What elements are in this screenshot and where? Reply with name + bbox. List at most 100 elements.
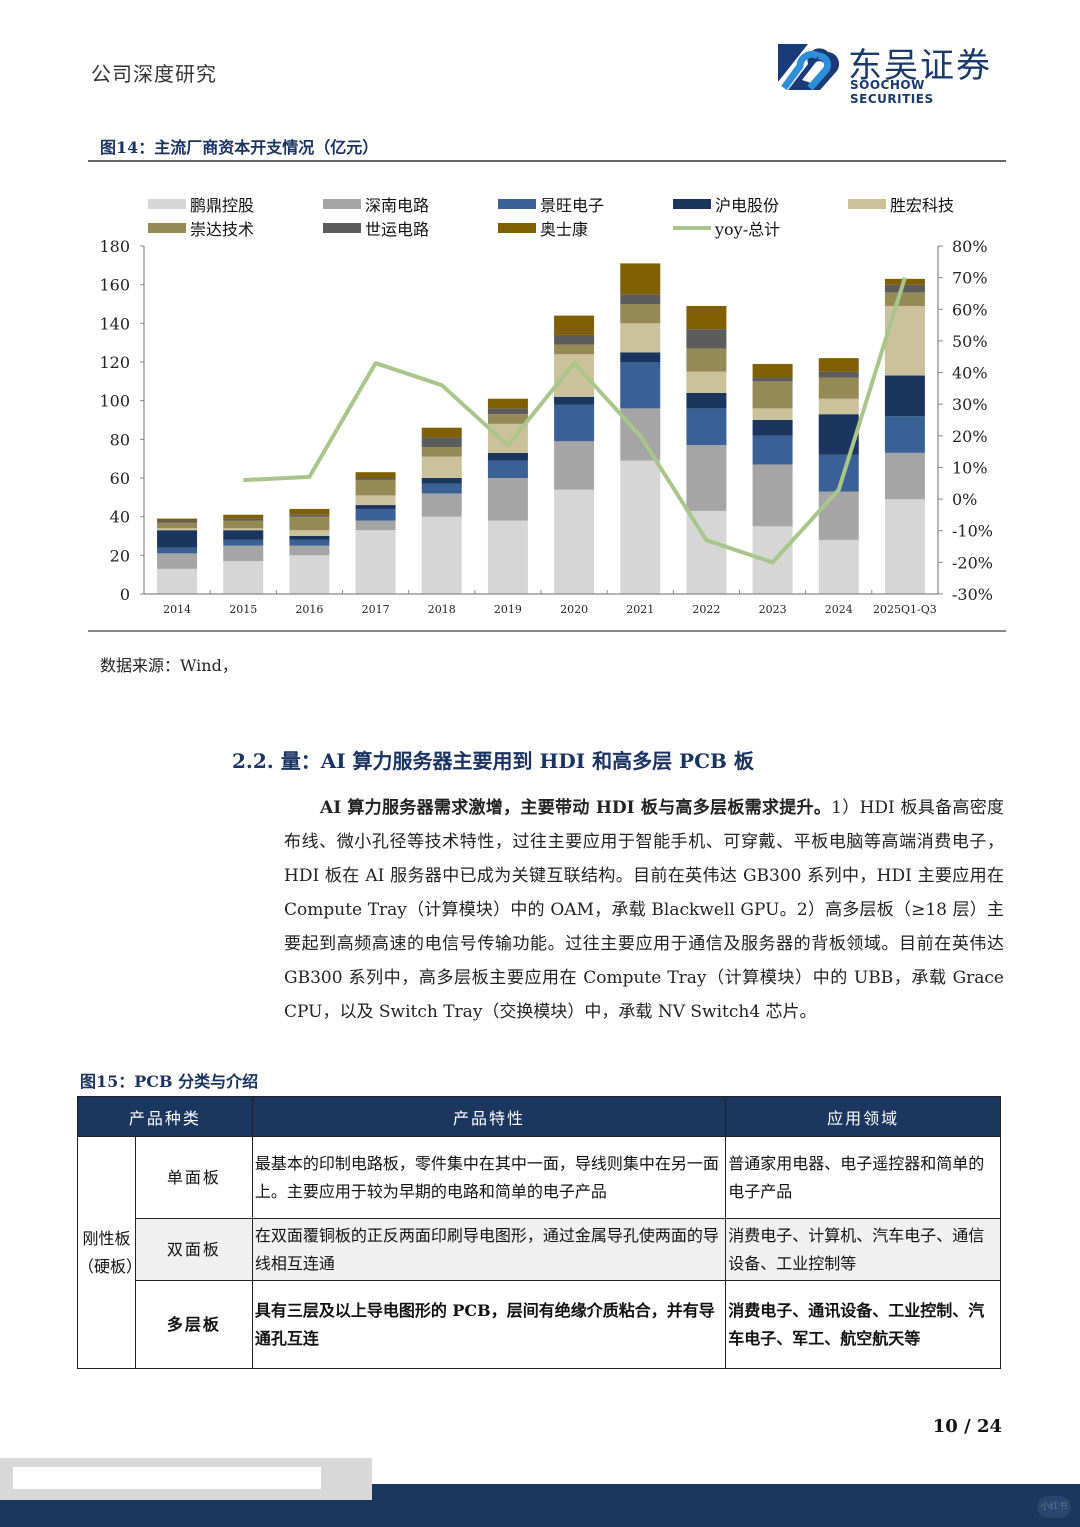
bar-segment <box>620 304 661 324</box>
bar-segment <box>686 348 727 372</box>
bar-segment <box>620 323 661 353</box>
page-number: 10 / 24 <box>932 1416 1002 1437</box>
bar-segment <box>487 478 528 521</box>
bar-segment <box>686 329 727 349</box>
y2-tick-label: 20% <box>952 427 988 446</box>
bar-segment <box>157 530 198 548</box>
bar-segment <box>884 416 925 453</box>
bar-segment <box>884 375 925 417</box>
bar-segment <box>620 352 661 362</box>
legend-item: 沪电股份 <box>673 192 779 216</box>
y2-tick-label: 60% <box>952 300 988 319</box>
bar-segment <box>818 377 859 399</box>
legend-item: 胜宏科技 <box>848 192 954 216</box>
legend-item: 鹏鼎控股 <box>148 192 254 216</box>
table-row: 双面板 在双面覆铜板的正反两面印刷导电图形，通过金属导孔使两面的导线相互连通 消… <box>78 1218 1001 1281</box>
bar-segment <box>289 514 330 517</box>
header-product-feature: 产品特性 <box>251 1096 727 1137</box>
bar-segment <box>157 568 198 594</box>
bar-segment <box>620 263 661 295</box>
legend-label: 世运电路 <box>365 220 430 239</box>
product-type-cell: 双面板 <box>134 1218 253 1281</box>
y2-tick-label: 80% <box>952 237 988 256</box>
bar-segment <box>554 441 595 490</box>
legend-label: 景旺电子 <box>540 196 605 215</box>
x-tick-label: 2016 <box>295 603 323 616</box>
bar-segment <box>752 408 793 420</box>
bar-segment <box>421 427 462 438</box>
bar-segment <box>223 514 264 519</box>
bar-segment <box>554 489 595 594</box>
legend-label: 胜宏科技 <box>890 196 955 215</box>
bar-segment <box>884 284 925 293</box>
bar-segment <box>223 545 264 562</box>
legend-color-swatch <box>498 199 536 209</box>
bar-segment <box>355 472 396 478</box>
legend-label: 沪电股份 <box>715 196 780 215</box>
bar-segment <box>421 478 462 484</box>
paragraph-body: 1）HDI 板具备高密度布线、微小孔径等技术特性，过往主要应用于智能手机、可穿戴… <box>284 798 1004 1022</box>
soochow-logo: 东吴证券 SOOCHOW SECURITIES <box>778 42 1003 106</box>
bar-segment <box>157 522 198 529</box>
y-tick-label: 120 <box>99 353 130 372</box>
bar-segment <box>157 553 198 569</box>
bar-segment <box>818 358 859 372</box>
bar-segment <box>421 437 462 448</box>
bar-segment <box>157 520 198 523</box>
footer-white-bar <box>13 1467 321 1489</box>
legend-color-swatch <box>323 199 361 209</box>
legend-item: 深南电路 <box>323 192 429 216</box>
bar-segment <box>487 460 528 478</box>
bar-segment <box>289 536 330 540</box>
document-type-label: 公司深度研究 <box>91 62 217 86</box>
x-tick-label: 2018 <box>428 603 456 616</box>
watermark-badge: 小红书 <box>1037 1496 1071 1518</box>
x-tick-label: 2020 <box>560 603 588 616</box>
legend-item: 世运电路 <box>323 216 429 240</box>
legend-color-swatch <box>848 199 886 209</box>
bar-segment <box>487 408 528 415</box>
bar-segment <box>686 305 727 330</box>
bar-segment <box>355 520 396 531</box>
product-feature-cell: 最基本的印制电路板，零件集中在其中一面，导线则集中在另一面上。主要应用于较为早期… <box>251 1136 727 1219</box>
bar-segment <box>289 545 330 556</box>
bar-segment <box>421 516 462 594</box>
bar-segment <box>355 479 396 496</box>
y-tick-label: 40 <box>110 508 130 527</box>
legend-label: 鹏鼎控股 <box>190 196 255 215</box>
data-source-note: 数据来源：Wind， <box>100 656 238 675</box>
bar-segment <box>289 555 330 594</box>
bar-segment <box>421 493 462 517</box>
bar-segment <box>818 371 859 378</box>
legend-line-swatch <box>673 226 711 230</box>
y-tick-label: 20 <box>110 546 130 565</box>
y2-tick-label: 0% <box>952 490 977 509</box>
table-row: 刚性板（硬板） 单面板 最基本的印制电路板，零件集中在其中一面，导线则集中在另一… <box>77 1136 1001 1369</box>
product-type-cell: 单面板 <box>134 1136 253 1219</box>
legend-color-swatch <box>148 223 186 233</box>
x-tick-label: 2019 <box>494 603 522 616</box>
product-feature-cell: 在双面覆铜板的正反两面印刷导电图形，通过金属导孔使两面的导线相互连通 <box>251 1218 727 1281</box>
bar-segment <box>620 294 661 304</box>
bar-segment <box>355 495 396 506</box>
bar-segment <box>818 491 859 540</box>
bar-segment <box>752 464 793 527</box>
y2-tick-label: 70% <box>952 269 988 288</box>
soochow-logo-icon <box>778 42 840 92</box>
bar-segment <box>157 547 198 554</box>
bar-segment <box>223 561 264 594</box>
bar-segment <box>686 392 727 409</box>
x-tick-label: 2025Q1-Q3 <box>873 603 937 616</box>
bar-segment <box>289 508 330 515</box>
figure-15-title: 图15：PCB 分类与介绍 <box>80 1072 259 1091</box>
bar-segment <box>421 456 462 478</box>
figure-top-rule <box>88 160 1006 162</box>
header-application: 应用领域 <box>725 1096 1001 1137</box>
legend-label: 奥士康 <box>540 220 589 239</box>
section-heading: 2.2. 量：AI 算力服务器主要用到 HDI 和高多层 PCB 板 <box>232 749 754 773</box>
bar-segment <box>752 420 793 436</box>
capex-stacked-bar-chart: 2014 2015 2016 2017 2018 2019 2020 2021 2022 2023… <box>90 235 1010 620</box>
header-product-type: 产品种类 <box>77 1096 253 1137</box>
bar-segment <box>686 510 727 594</box>
application-cell: 消费电子、计算机、汽车电子、通信设备、工业控制等 <box>725 1218 1001 1281</box>
